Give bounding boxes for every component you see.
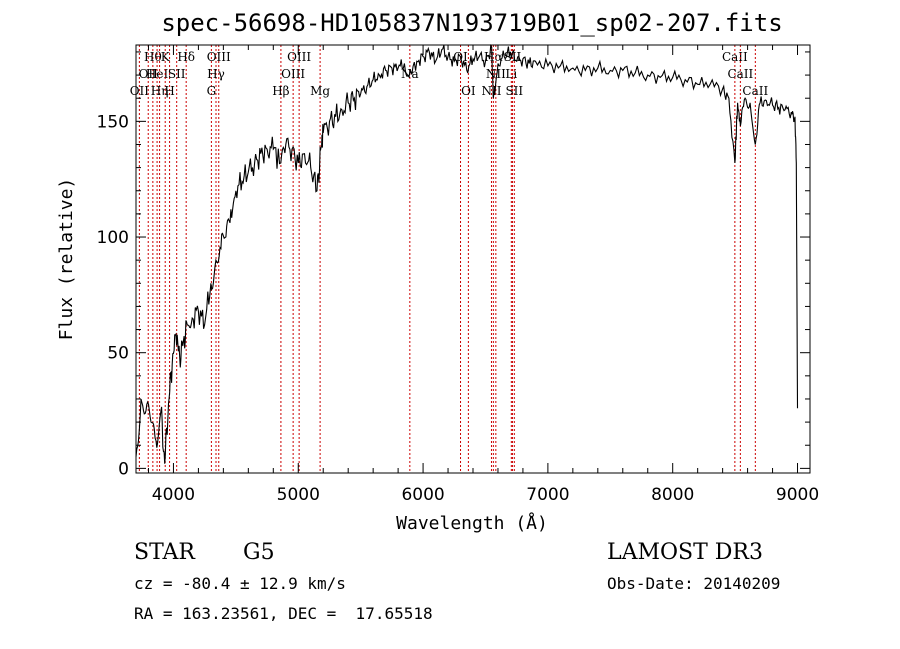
line-marker-label: CaII xyxy=(722,50,748,64)
coords-text: RA = 163.23561, DEC = 17.65518 xyxy=(134,604,433,623)
y-tick-label: 50 xyxy=(107,344,129,364)
line-marker-label: Li xyxy=(505,67,517,81)
x-tick-label: 9000 xyxy=(776,485,819,505)
line-marker-label: CaII xyxy=(742,84,768,98)
y-tick-label: 150 xyxy=(97,112,129,132)
line-marker-label: H xyxy=(164,84,174,98)
object-class: STAR xyxy=(134,540,195,565)
x-tick-layer: 4000 5000 6000 7000 8000 9000 xyxy=(147,45,819,505)
line-marker-label: Hβ xyxy=(272,84,289,98)
y-axis-label: Flux (relative) xyxy=(56,178,77,341)
x-tick-label: 8000 xyxy=(651,485,694,505)
line-marker-label: Hα xyxy=(484,50,503,64)
object-subclass: G5 xyxy=(243,540,275,565)
obs-date-text: Obs-Date: 20140209 xyxy=(607,574,781,593)
x-tick-label: 6000 xyxy=(401,485,444,505)
line-marker-label: NII xyxy=(486,67,506,81)
line-marker-label: NII xyxy=(481,84,501,98)
series-layer xyxy=(135,44,799,464)
x-tick-label: 5000 xyxy=(277,485,320,505)
x-axis-label: Wavelength (Å) xyxy=(396,512,548,534)
line-marker-label: K xyxy=(161,50,171,64)
line-marker-label: CaII xyxy=(727,67,753,81)
line-marker-label: Hη xyxy=(151,84,169,98)
line-marker-label: OIII xyxy=(207,50,231,64)
line-marker-label: OII xyxy=(130,84,150,98)
line-marker-label: OIII xyxy=(287,50,311,64)
line-marker-label: Hθ xyxy=(144,50,162,64)
line-marker-layer: OIIOIIHθHeIHηKHSIIHδGHγOIIIHβOIIIOIIIMgN… xyxy=(130,45,768,473)
survey-name: LAMOST DR3 xyxy=(607,540,763,565)
y-tick-label: 0 xyxy=(118,459,129,479)
line-marker-label: OI xyxy=(461,84,476,98)
spectrum-series xyxy=(135,44,799,464)
line-marker-label: Hδ xyxy=(177,50,195,64)
x-tick-label: 7000 xyxy=(526,485,569,505)
y-tick-label: 100 xyxy=(97,228,129,248)
redshift-text: cz = -80.4 ± 12.9 km/s xyxy=(134,574,346,593)
line-marker-label: HeI xyxy=(146,67,169,81)
line-marker-label: SII xyxy=(168,67,186,81)
line-marker-label: Mg xyxy=(310,84,330,98)
line-marker-label: Hγ xyxy=(207,67,225,81)
chart-title: spec-56698-HD105837N193719B01_sp02-207.f… xyxy=(161,9,782,37)
line-marker-label: OIII xyxy=(281,67,305,81)
x-tick-label: 4000 xyxy=(152,485,195,505)
line-marker-label: SII xyxy=(505,84,523,98)
line-marker-label: G xyxy=(207,84,217,98)
y-tick-layer: 0 50 100 150 xyxy=(97,51,810,479)
plot-frame xyxy=(135,44,811,474)
